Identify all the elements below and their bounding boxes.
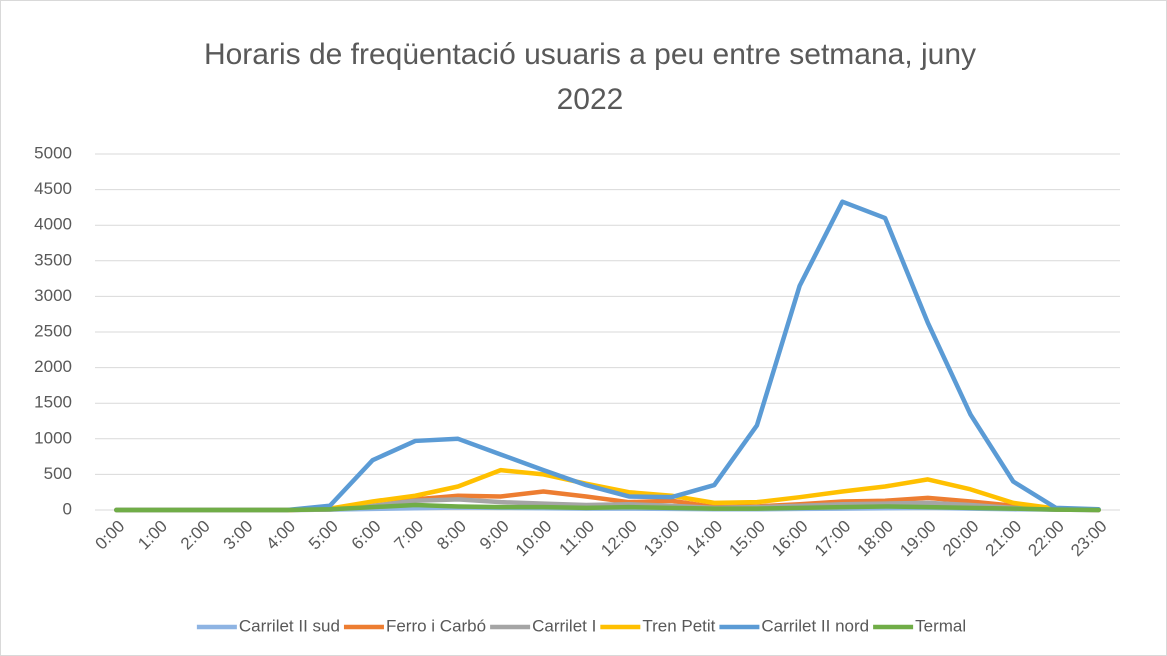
legend-label: Carrilet II sud xyxy=(239,616,340,635)
y-tick-label: 3000 xyxy=(34,286,72,305)
y-tick-label: 1500 xyxy=(34,393,72,412)
y-tick-label: 500 xyxy=(44,464,72,483)
legend-label: Carrilet II nord xyxy=(761,616,869,635)
y-tick-label: 3500 xyxy=(34,250,72,269)
legend-label: Carrilet I xyxy=(532,616,596,635)
legend-label: Tren Petit xyxy=(642,616,715,635)
y-tick-label: 4500 xyxy=(34,179,72,198)
legend-label: Ferro i Carbó xyxy=(386,616,486,635)
chart-title: Horaris de freqüentació usuaris a peu en… xyxy=(203,38,977,116)
y-tick-label: 1000 xyxy=(34,428,72,447)
y-tick-label: 2500 xyxy=(34,321,72,340)
y-tick-label: 5000 xyxy=(34,143,72,162)
y-tick-label: 2000 xyxy=(34,357,72,376)
legend-label: Termal xyxy=(915,616,966,635)
y-tick-label: 0 xyxy=(63,499,72,518)
y-tick-label: 4000 xyxy=(34,215,72,234)
series-line xyxy=(114,502,1101,513)
